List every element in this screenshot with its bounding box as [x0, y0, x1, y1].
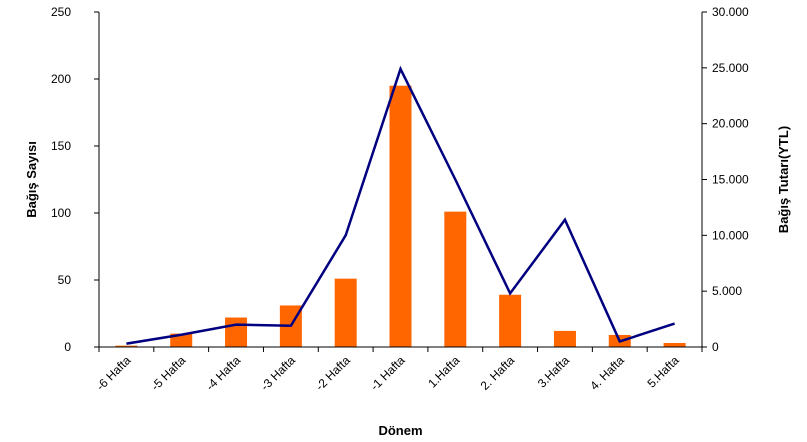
y-tick-label: 50: [58, 273, 72, 287]
y2-tick-label: 30.000: [712, 5, 749, 19]
y2-tick-label: 15.000: [712, 173, 749, 187]
y2-tick-label: 20.000: [712, 117, 749, 131]
bar: [390, 86, 412, 347]
y2-tick-label: 5.000: [712, 284, 742, 298]
bar: [554, 331, 576, 347]
x-tick-label: -4 Hafta: [203, 353, 243, 393]
bar-series: [115, 86, 685, 347]
bar: [664, 343, 686, 347]
y-tick-label: 100: [51, 206, 71, 220]
x-tick-label: 5.Hafta: [644, 353, 681, 390]
x-tick-label: 3.Hafta: [535, 353, 572, 390]
x-tick-label: -6 Hafta: [93, 353, 133, 393]
x-tick-label: -3 Hafta: [258, 353, 298, 393]
x-tick-label: -2 Hafta: [313, 353, 353, 393]
x-tick-label: -1 Hafta: [368, 353, 408, 393]
y2-axis-title: Bağış Tutarı(YTL): [776, 126, 791, 233]
x-tick-label: -5 Hafta: [148, 353, 188, 393]
x-axis-title: Dönem: [378, 423, 422, 438]
x-tick-label: 1.Hafta: [425, 353, 462, 390]
y2-tick-label: 25.000: [712, 61, 749, 75]
y-axis-title: Bağış Sayısı: [24, 141, 39, 218]
y-tick-label: 200: [51, 72, 71, 86]
bar: [335, 279, 357, 347]
x-tick-label: 2. Hafta: [478, 353, 518, 393]
y-tick-label: 250: [51, 5, 71, 19]
x-tick-label: 4. Hafta: [587, 353, 627, 393]
bar: [225, 318, 247, 347]
y-tick-label: 0: [64, 340, 71, 354]
y2-tick-label: 0: [712, 340, 719, 354]
bar: [444, 212, 466, 347]
y2-tick-label: 10.000: [712, 228, 749, 242]
y-tick-label: 150: [51, 139, 71, 153]
bar: [499, 295, 521, 347]
